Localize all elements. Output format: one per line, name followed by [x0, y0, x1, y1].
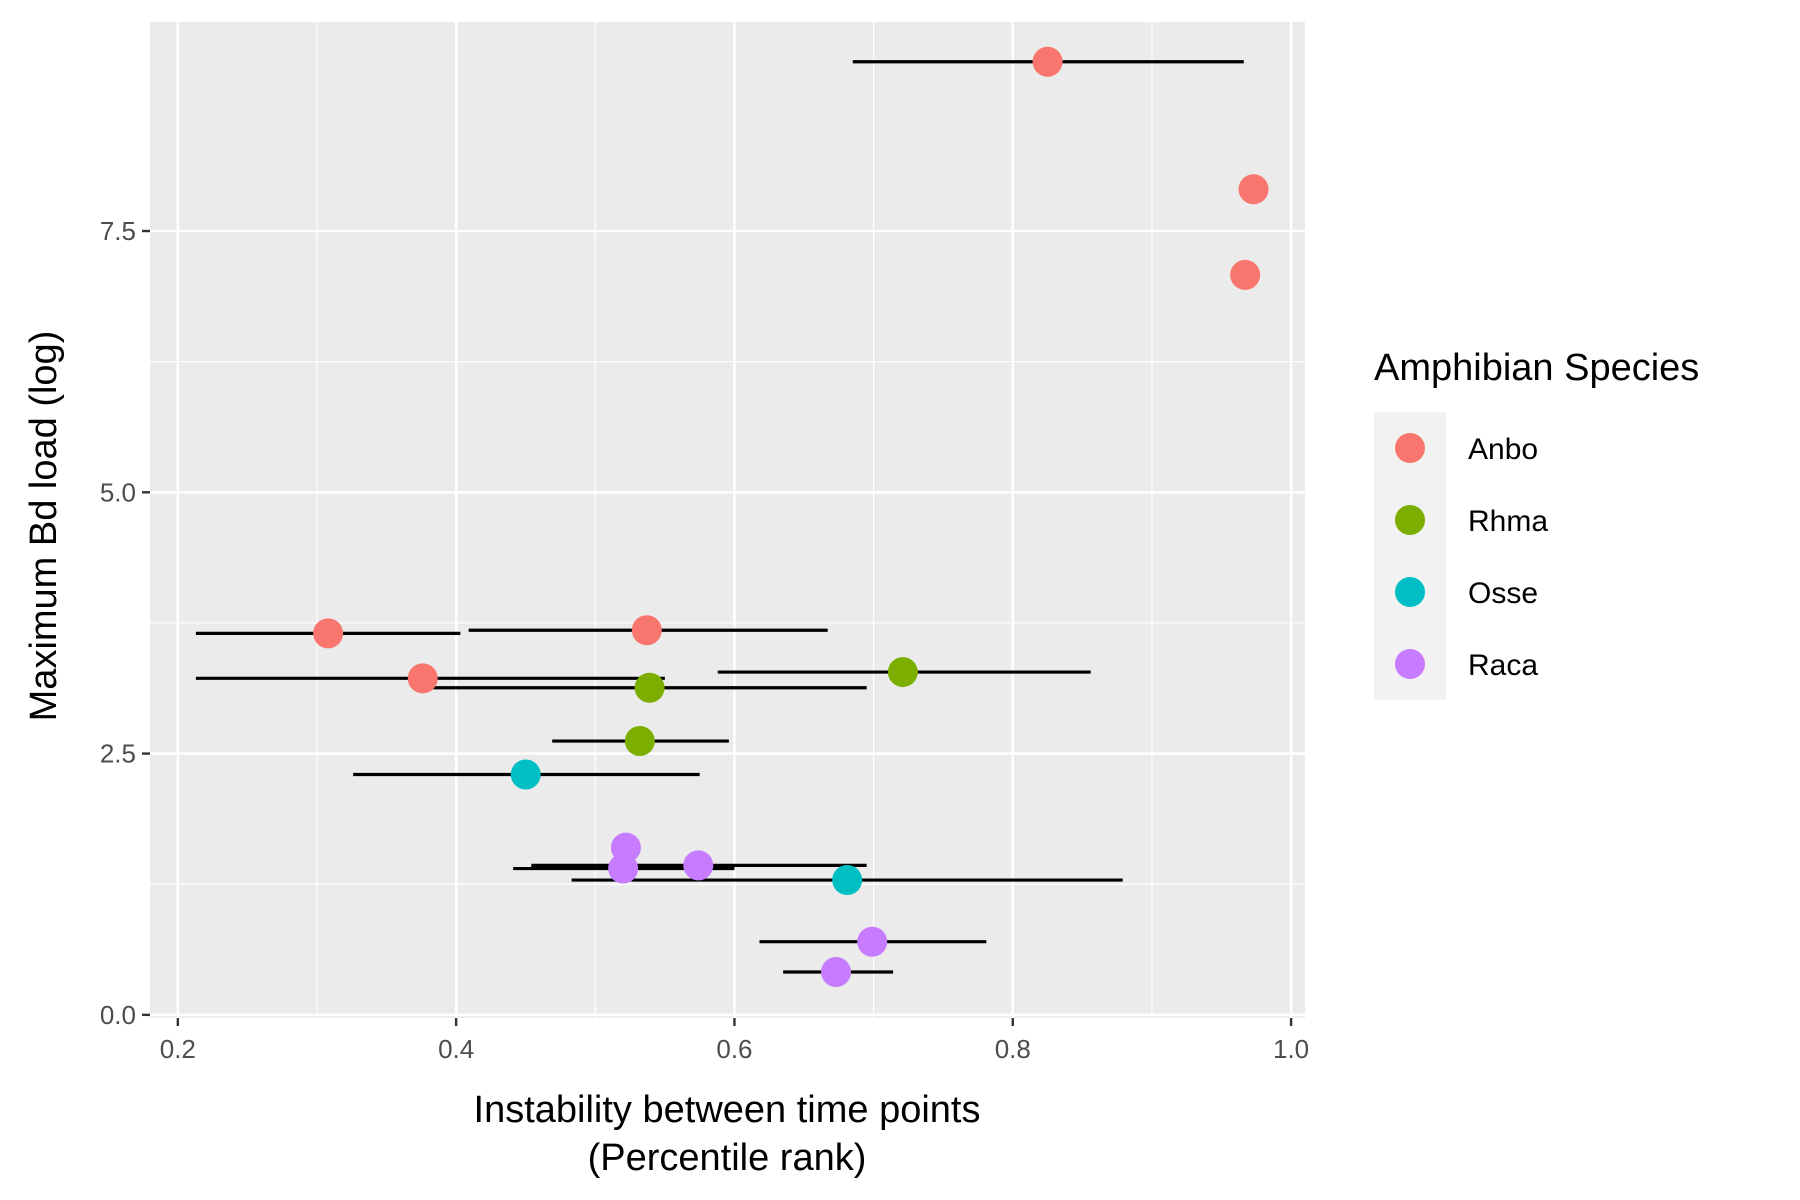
minor-gridlines [150, 22, 1305, 1018]
x-axis-title-line2: (Percentile rank) [588, 1137, 867, 1179]
data-point-raca [821, 957, 852, 988]
data-point-anbo [313, 618, 344, 649]
legend-label-anbo: Anbo [1468, 433, 1538, 466]
major-gridlines [150, 22, 1305, 1018]
data-point-raca [608, 853, 639, 884]
x-tick-label: 1.0 [1273, 1034, 1309, 1064]
data-point-anbo [1230, 259, 1261, 290]
data-point-raca [683, 850, 714, 881]
x-axis: 0.2 0.4 0.6 0.8 1.0 [160, 1018, 1309, 1064]
y-tick-label: 7.5 [100, 216, 136, 246]
data-point-anbo [631, 615, 662, 646]
data-point-rhma [887, 657, 918, 688]
legend-label-rhma: Rhma [1468, 505, 1548, 538]
x-axis-title-line1: Instability between time points [474, 1089, 981, 1131]
y-tick-label: 0.0 [100, 1000, 136, 1030]
y-tick-label: 2.5 [100, 739, 136, 769]
x-tick-label: 0.2 [160, 1034, 196, 1064]
x-tick-label: 0.6 [716, 1034, 752, 1064]
y-axis: 0.0 2.5 5.0 7.5 [100, 216, 150, 1030]
legend-key-rhma [1395, 505, 1425, 535]
x-tick-label: 0.8 [995, 1034, 1031, 1064]
legend-key-osse [1395, 577, 1425, 607]
y-axis-title: Maximum Bd load (log) [23, 331, 65, 722]
legend: Amphibian Species Anbo Rhma Osse Raca [1374, 347, 1699, 700]
legend-title: Amphibian Species [1374, 347, 1699, 389]
data-point-anbo [407, 663, 438, 694]
plot-panel [150, 22, 1305, 1018]
data-points [313, 46, 1269, 988]
data-point-osse [510, 759, 541, 790]
data-point-rhma [634, 672, 665, 703]
data-point-anbo [1238, 174, 1269, 205]
data-point-rhma [624, 726, 655, 757]
legend-label-osse: Osse [1468, 577, 1538, 610]
data-point-raca [857, 926, 888, 957]
y-tick-label: 5.0 [100, 477, 136, 507]
legend-key-anbo [1395, 433, 1425, 463]
data-point-anbo [1032, 46, 1063, 77]
legend-label-raca: Raca [1468, 649, 1538, 682]
legend-key-raca [1395, 649, 1425, 679]
data-point-osse [832, 865, 863, 896]
x-tick-label: 0.4 [438, 1034, 474, 1064]
